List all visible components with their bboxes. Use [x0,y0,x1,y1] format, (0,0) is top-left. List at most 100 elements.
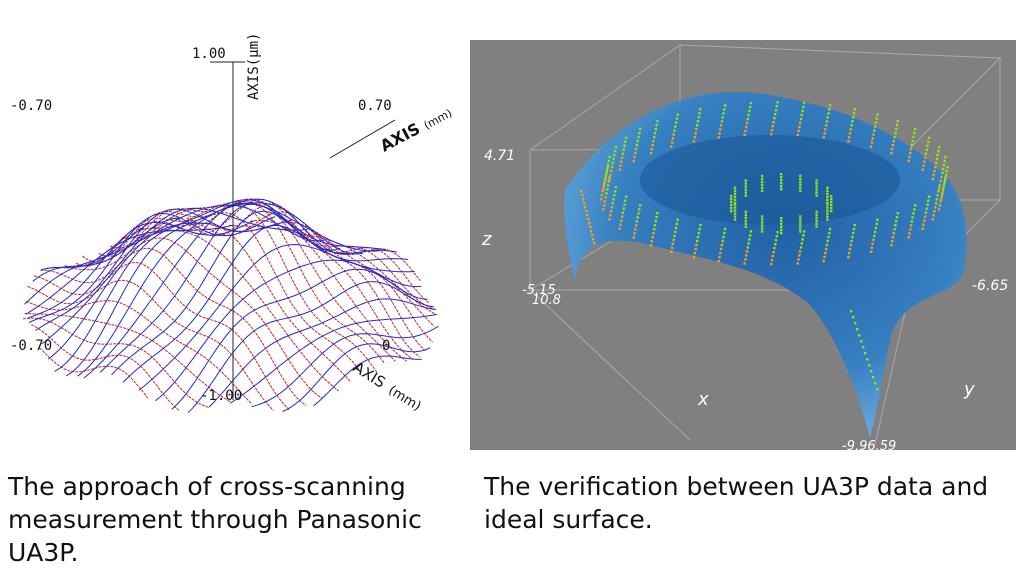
point [803,230,806,233]
point [623,144,626,147]
point [654,220,657,223]
point [692,140,696,143]
point [870,370,873,373]
scan-line-blue [282,343,431,412]
point [733,206,737,209]
point [670,250,673,253]
point [634,228,637,231]
point [851,120,854,123]
point [849,128,852,131]
point [823,132,826,135]
bottom-right-partial-label: 0 [382,338,390,354]
point [800,242,803,245]
point [937,149,940,153]
point [651,144,654,147]
point [826,198,829,201]
point [608,218,611,221]
point [826,203,829,206]
scan-line-red [31,324,180,411]
point [583,202,586,205]
point [611,161,614,165]
z-axis-label: AXIS(μm) [246,33,262,100]
point [944,174,948,177]
point [636,139,639,143]
scan-line-red [24,312,232,403]
point [926,203,929,206]
point [780,182,783,185]
point [674,121,678,124]
point [650,148,653,151]
point [799,215,802,218]
axis-top-label: AXIS [377,119,423,156]
point [890,244,893,247]
left-caption: The approach of cross-scanning measureme… [8,472,422,567]
point [780,220,783,223]
point [730,195,733,198]
axis-mm-top-line [329,119,396,159]
point [943,159,946,163]
point [799,177,802,181]
point [824,247,828,251]
point [826,189,829,192]
point [870,246,874,249]
point [733,186,737,189]
point [637,135,640,139]
point [602,204,606,207]
point [799,117,803,121]
point [760,218,764,221]
point [621,211,625,214]
point [774,243,777,246]
point [634,151,637,155]
x-right-top-label: 0.70 [358,98,392,114]
point [873,234,876,237]
point [580,190,583,193]
point [909,228,912,231]
point [653,228,656,231]
point [798,254,801,257]
point [938,186,941,189]
point [941,188,945,191]
point [823,255,826,259]
point [632,159,635,163]
point [869,145,873,148]
point [638,131,641,135]
point [675,222,679,225]
point [672,133,675,136]
point [866,358,869,361]
point [694,132,697,135]
point [723,104,727,107]
point [733,192,737,195]
point [799,250,802,253]
point [799,227,802,230]
ua3p-point-cloud [580,101,949,391]
point [600,198,603,201]
point [872,133,875,136]
point [815,222,818,225]
point [895,216,899,219]
point [910,143,914,147]
point [876,388,879,391]
point [670,246,674,249]
point [633,155,636,159]
point [937,190,940,193]
point [613,153,616,157]
point [674,230,677,233]
point [733,203,737,206]
point [944,155,947,159]
scan-line-red [33,262,291,411]
point [652,140,655,143]
point [895,124,899,127]
point [894,224,897,227]
point [891,144,895,147]
point [801,238,804,241]
point [943,182,946,185]
point [638,208,641,211]
z-max-label: 4.71 [484,148,515,164]
point [913,131,916,135]
point [850,310,853,313]
point [815,213,818,216]
point [748,238,751,241]
point [650,240,653,243]
point [614,186,618,189]
point [654,128,657,131]
